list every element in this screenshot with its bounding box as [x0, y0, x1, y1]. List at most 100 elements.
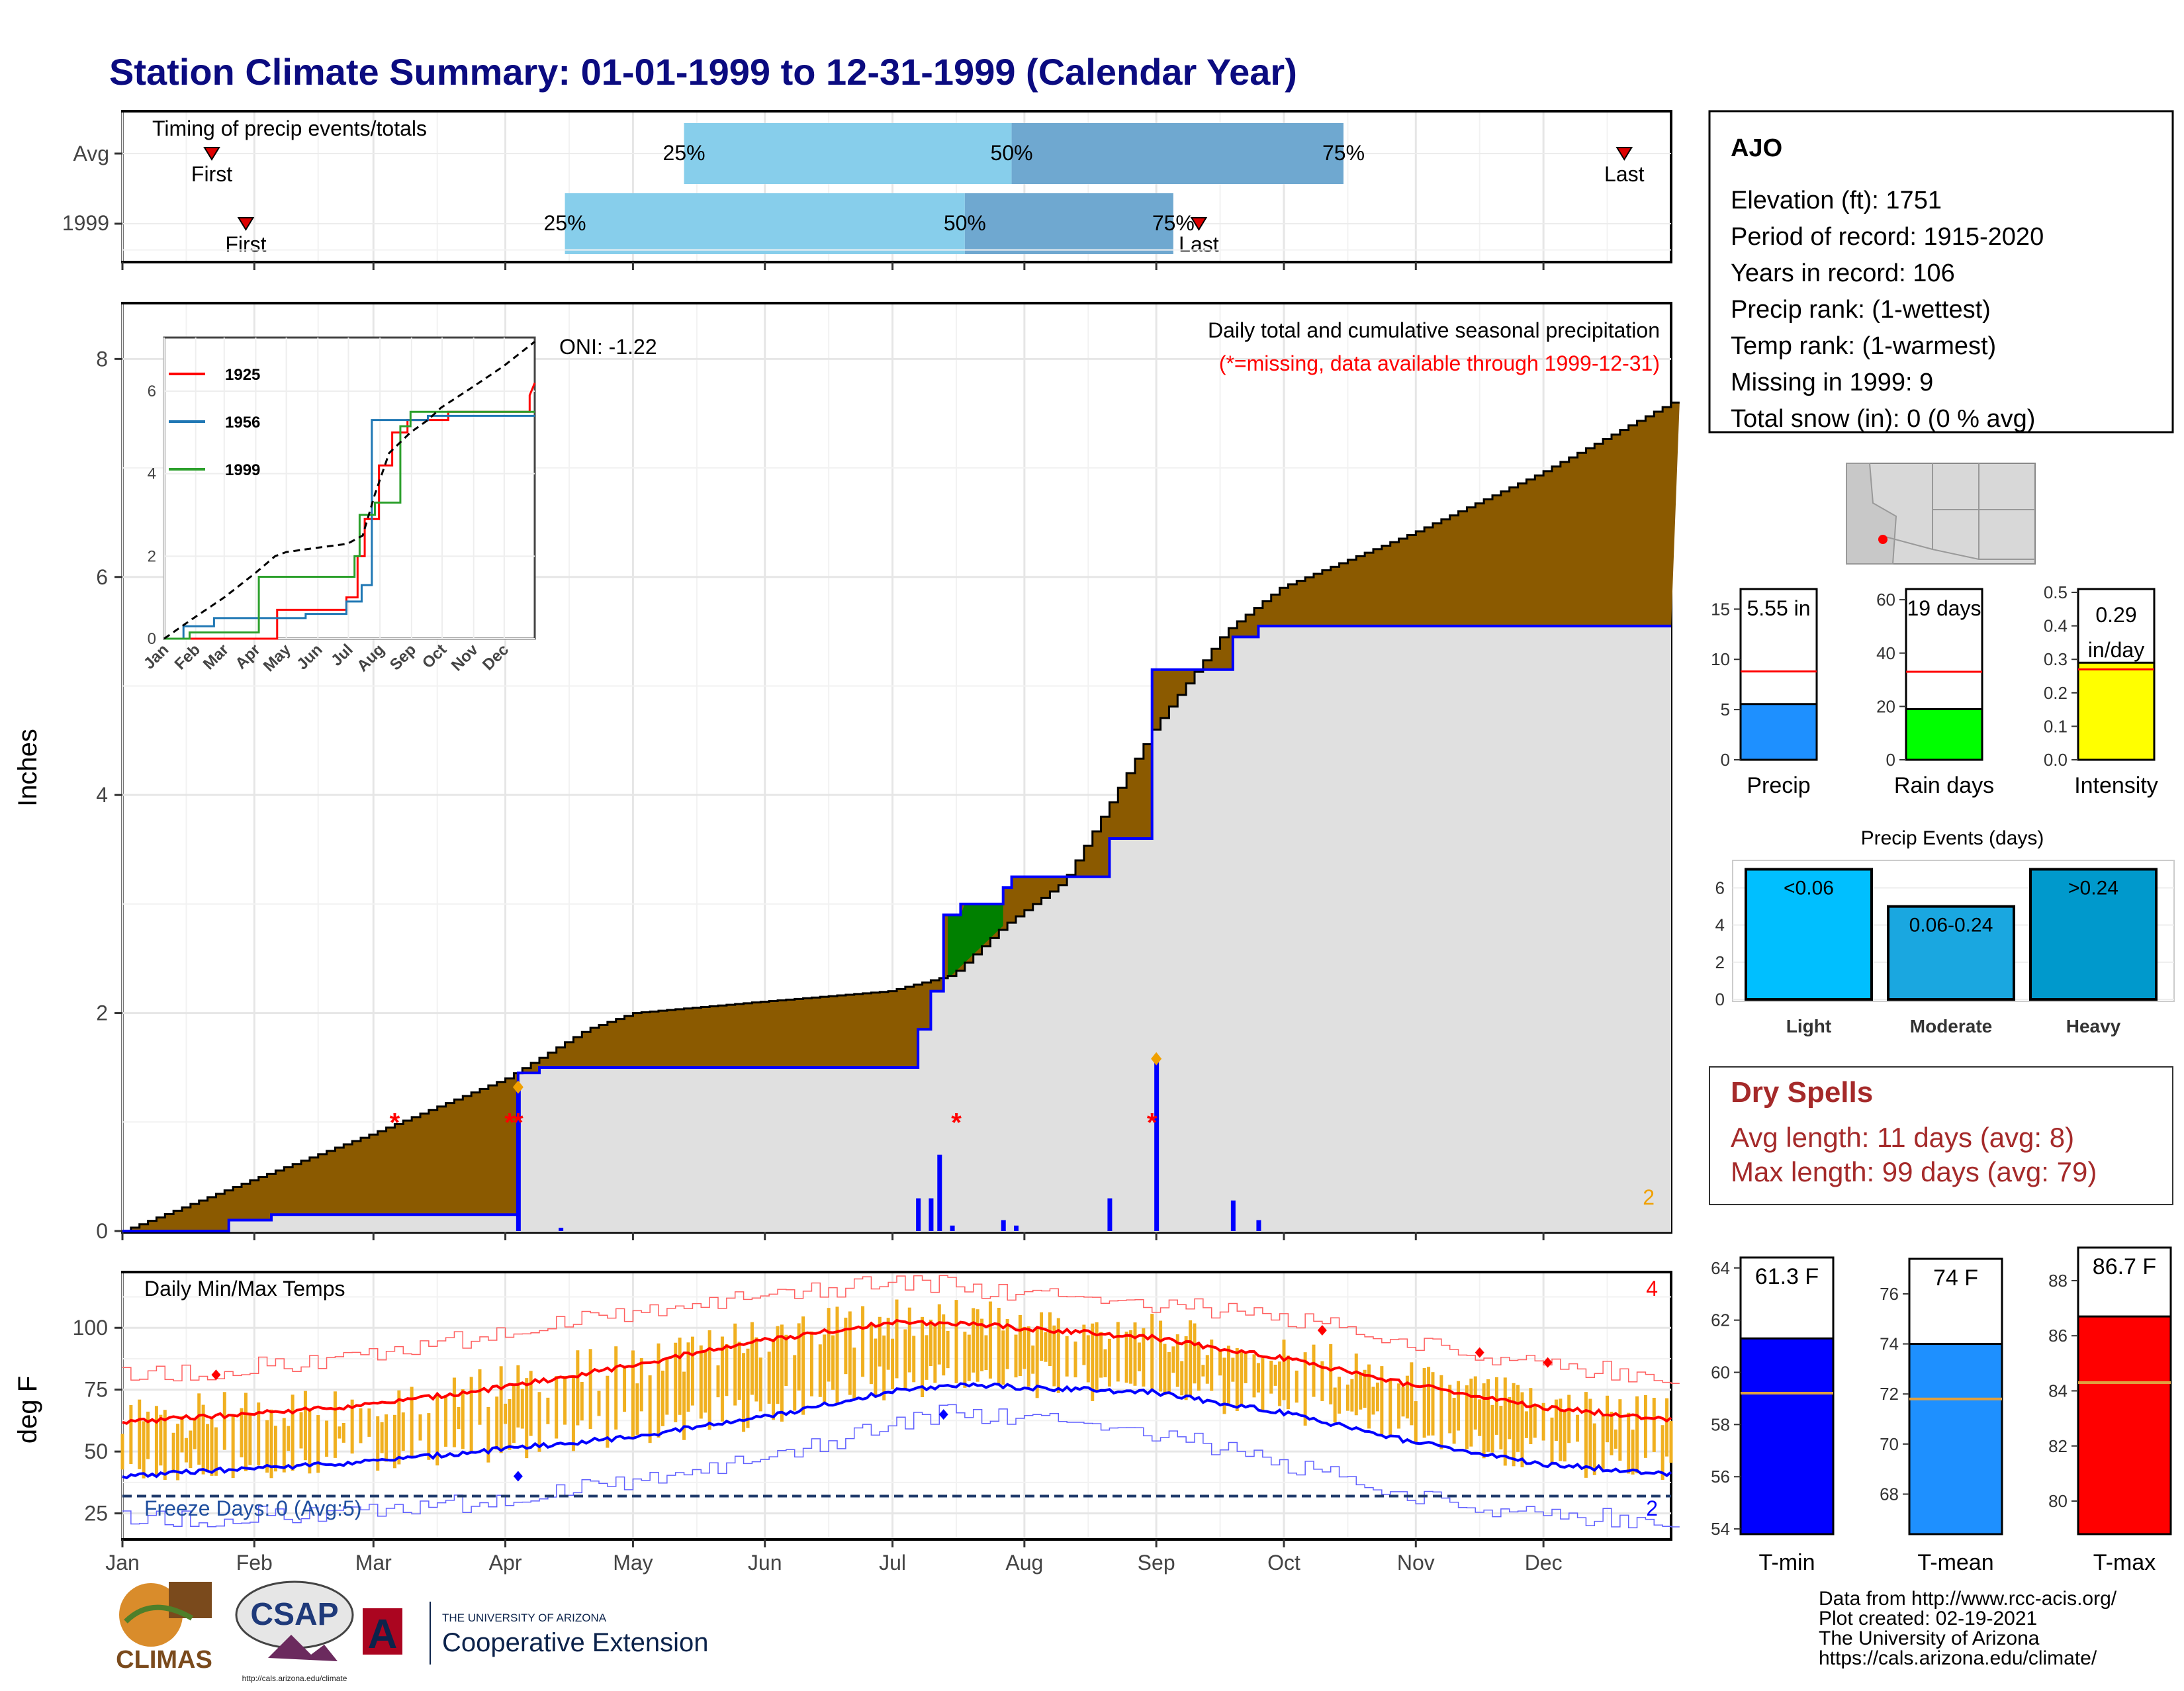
- daily-temp-bar: [201, 1404, 205, 1475]
- daily-temp-bar: [244, 1393, 248, 1471]
- daily-temp-bar: [1431, 1372, 1435, 1436]
- temp-bar-tick: 86: [2048, 1326, 2068, 1346]
- daily-temp-bar: [1023, 1326, 1026, 1369]
- event-bar-category: Light: [1786, 1016, 1831, 1036]
- inset-y-tick: 4: [148, 465, 156, 483]
- mini-bar-tick: 5: [1721, 700, 1730, 719]
- mini-bar-tick: 0.2: [2044, 683, 2068, 703]
- temp-y-tick: 75: [84, 1378, 108, 1402]
- temp-bar-t-min: [1739, 1337, 1835, 1535]
- daily-temp-bar: [614, 1346, 618, 1430]
- daily-temp-bar: [1627, 1412, 1631, 1474]
- daily-temp-bar: [921, 1316, 925, 1397]
- precip-y-tick: 0: [96, 1219, 108, 1243]
- temp-panel: 25 50 75 100 deg F Daily Min/Max Temps Free…: [13, 1271, 1680, 1541]
- mini-bar-tick: 0: [1721, 750, 1730, 770]
- daily-precip-bar: [916, 1198, 921, 1231]
- daily-temp-bar: [1056, 1318, 1060, 1393]
- daily-temp-bar: [299, 1412, 303, 1449]
- precip-y-title: Inches: [13, 729, 42, 807]
- daily-precip-max-marker: [1151, 1052, 1162, 1066]
- daily-temp-bar: [1363, 1369, 1367, 1408]
- temp-bar-label: T-max: [2093, 1550, 2156, 1575]
- mini-bar-tick: 60: [1876, 590, 1895, 610]
- daily-temp-bar: [240, 1408, 244, 1457]
- daily-temp-bar: [1338, 1377, 1342, 1414]
- climas-logo: CLIMAS: [116, 1582, 212, 1674]
- daily-precip-bar: [1001, 1220, 1006, 1231]
- daily-temp-bar: [1345, 1385, 1349, 1411]
- svg-text:Cooperative Extension: Cooperative Extension: [442, 1628, 708, 1657]
- mini-bar-precip: [1739, 703, 1818, 761]
- daily-temp-bar: [1375, 1383, 1379, 1412]
- temp-record-marker: [211, 1369, 221, 1381]
- inset-series-avg: [163, 341, 535, 640]
- precip-daily-title: Daily total and cumulative seasonal prec…: [1208, 318, 1660, 342]
- daily-temp-bar: [972, 1308, 976, 1373]
- daily-temp-bar: [929, 1319, 933, 1367]
- temp-bar-tick: 60: [1711, 1363, 1730, 1383]
- precip-deficit-area: [122, 402, 1680, 1231]
- daily-temp-bar: [1486, 1379, 1490, 1452]
- daily-temp-bar: [1610, 1411, 1614, 1455]
- daily-temp-bar: [742, 1353, 746, 1432]
- temp-bar-value: 74 F: [1933, 1265, 1978, 1291]
- daily-temp-bar: [571, 1377, 575, 1451]
- daily-temp-bar: [823, 1334, 827, 1402]
- daily-temp-bar: [606, 1375, 610, 1448]
- mini-bar-value: 19 days: [1907, 596, 1981, 620]
- temp-label: Daily Min/Max Temps: [144, 1277, 345, 1301]
- daily-temp-bar: [1592, 1423, 1596, 1475]
- daily-temp-bar: [1167, 1351, 1171, 1393]
- daily-temp-bar: [516, 1365, 520, 1428]
- daily-temp-bar: [1256, 1363, 1260, 1393]
- daily-temp-bar: [588, 1349, 592, 1429]
- daily-temp-bar: [1231, 1357, 1235, 1382]
- daily-temp-bar: [380, 1422, 384, 1453]
- mini-bar-rain-days: [1905, 708, 1983, 761]
- daily-temp-bar: [852, 1348, 856, 1400]
- daily-temp-bar: [333, 1391, 337, 1458]
- temp-y-tick: 50: [84, 1440, 108, 1463]
- daily-temp-bar: [1533, 1406, 1537, 1438]
- footer-credits: Data from http://www.rcc-acis.org/ Plot …: [1819, 1588, 2117, 1669]
- daily-temp-bar: [495, 1396, 499, 1450]
- svg-text:CLIMAS: CLIMAS: [116, 1646, 212, 1674]
- daily-temp-bar: [1099, 1332, 1103, 1378]
- daily-temp-bar: [1635, 1396, 1639, 1474]
- mini-bar-tick: 0.3: [2044, 649, 2068, 669]
- daily-temp-bar: [861, 1306, 865, 1377]
- daily-temp-bar: [750, 1322, 754, 1395]
- daily-temp-bar: [1465, 1385, 1469, 1449]
- daily-temp-bar: [1031, 1346, 1035, 1374]
- daily-temp-bar: [886, 1318, 890, 1370]
- timing-marker: [203, 147, 220, 161]
- daily-temp-bar: [1490, 1404, 1494, 1453]
- daily-temp-bar: [444, 1395, 448, 1447]
- daily-temp-bar: [1116, 1322, 1120, 1382]
- daily-temp-bar: [499, 1366, 503, 1453]
- daily-temp-bar: [784, 1334, 788, 1387]
- svg-text:A: A: [368, 1612, 398, 1657]
- month-label: Dec: [1525, 1551, 1563, 1575]
- daily-temp-bar: [138, 1399, 142, 1469]
- daily-temp-bar: [1359, 1373, 1363, 1410]
- daily-temp-bar: [452, 1377, 456, 1447]
- temp-bar-tick: 76: [1880, 1284, 1899, 1304]
- station-elevation: Elevation (ft): 1751: [1731, 187, 1942, 214]
- mini-bar-tick: 0.4: [2044, 616, 2068, 636]
- temp-bar-tick: 54: [1711, 1519, 1730, 1539]
- daily-temp-bar: [1171, 1346, 1175, 1373]
- daily-temp-bar: [1397, 1383, 1401, 1429]
- inset-y-tick: 6: [148, 383, 156, 400]
- temp-bar-tick: 72: [1880, 1384, 1899, 1404]
- daily-temp-bar: [537, 1392, 541, 1452]
- month-label: May: [613, 1551, 653, 1575]
- daily-temp-bar: [1388, 1380, 1392, 1436]
- daily-temp-bar: [176, 1424, 180, 1481]
- daily-temp-bar: [1354, 1353, 1358, 1416]
- daily-temp-bar: [1312, 1344, 1316, 1397]
- daily-temp-bar: [197, 1393, 201, 1465]
- events-tick: 0: [1715, 989, 1725, 1009]
- daily-temp-bar: [848, 1311, 852, 1395]
